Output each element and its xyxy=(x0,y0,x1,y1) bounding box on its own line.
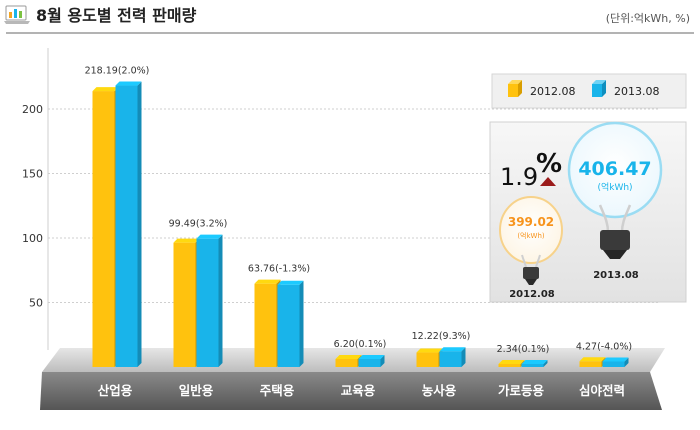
bar-side xyxy=(543,359,548,367)
data-label: 2.34(0.1%) xyxy=(497,344,550,355)
curr-total-value: 406.47 xyxy=(578,158,651,180)
lightbulb-2013-icon xyxy=(567,121,663,259)
chart-title: 8월 용도별 전력 판매량 xyxy=(36,6,197,25)
y-tick-label: 100 xyxy=(22,232,43,245)
bar-front xyxy=(92,91,115,367)
bar-top xyxy=(254,279,281,284)
data-label: 4.27(-4.0%) xyxy=(576,341,632,352)
lightbulb-2012-icon xyxy=(499,196,563,285)
y-tick-label: 50 xyxy=(29,297,43,310)
category-label: 교육용 xyxy=(341,383,376,398)
bar-top xyxy=(579,357,606,362)
category-label: 산업용 xyxy=(98,383,133,398)
y-tick-label: 200 xyxy=(22,103,43,116)
bar-front xyxy=(439,351,462,367)
bar-side xyxy=(380,355,385,367)
bar-side xyxy=(218,234,223,367)
category-label: 가로등용 xyxy=(498,383,545,398)
bar-2012.08-5 xyxy=(498,359,525,367)
increase-arrow-icon xyxy=(540,177,556,186)
bar-front xyxy=(277,284,300,367)
bar-2013.08-1 xyxy=(196,234,223,367)
legend-label-2012: 2012.08 xyxy=(530,85,576,98)
legend: 2012.08 2013.08 xyxy=(491,73,687,109)
data-label: 12.22(9.3%) xyxy=(412,331,471,342)
bar-top xyxy=(521,359,548,364)
prev-total-unit: (억kWh) xyxy=(517,232,545,240)
bar-side xyxy=(624,357,629,367)
bar-front xyxy=(196,238,219,367)
legend-label-2013: 2013.08 xyxy=(614,85,660,98)
bar-top xyxy=(358,355,385,360)
bar-2013.08-2 xyxy=(277,280,304,367)
bar-2012.08-6 xyxy=(579,357,606,367)
bar-2013.08-5 xyxy=(521,359,548,367)
change-value: 1.9 xyxy=(500,163,538,191)
bar-front xyxy=(254,283,277,367)
summary-panel: 1.9 % 399.02 (억kWh) 2012.08 406.47 (억kWh… xyxy=(489,121,687,303)
data-label: 63.76(-1.3%) xyxy=(248,264,310,275)
bar-top xyxy=(416,348,443,353)
bar-front xyxy=(579,361,602,367)
chart-icon xyxy=(4,5,30,24)
legend-swatch-2012 xyxy=(508,80,522,97)
bar-top xyxy=(92,87,119,92)
data-label: 6.20(0.1%) xyxy=(334,339,387,350)
bar-top xyxy=(439,347,466,352)
bar-top xyxy=(335,355,362,360)
data-labels: 218.19(2.0%) 99.49(3.2%) 63.76(-1.3%) 6.20(… xyxy=(85,66,632,355)
category-label: 일반용 xyxy=(179,383,214,398)
bar-2013.08-6 xyxy=(602,357,629,367)
bar-front xyxy=(358,359,381,367)
bars xyxy=(92,81,629,367)
bar-top xyxy=(115,81,142,86)
prev-total-label: 2012.08 xyxy=(509,289,555,300)
unit-label: (단위:억kWh, %) xyxy=(606,12,690,25)
bar-front xyxy=(416,352,439,367)
bar-front xyxy=(173,242,196,367)
bar-front xyxy=(521,363,544,367)
category-label: 주택용 xyxy=(260,383,295,398)
bar-front xyxy=(602,361,625,367)
y-tick-label: 150 xyxy=(22,168,43,181)
bar-top xyxy=(277,280,304,285)
bar-2012.08-4 xyxy=(416,348,443,367)
bar-2013.08-3 xyxy=(358,355,385,367)
bar-top xyxy=(498,359,525,364)
prev-total-value: 399.02 xyxy=(508,215,554,229)
y-axis-ticks: 50 100 150 200 xyxy=(22,103,43,310)
legend-swatch-2013 xyxy=(592,80,606,97)
curr-total-unit: (억kWh) xyxy=(597,181,632,193)
data-label: 218.19(2.0%) xyxy=(85,66,150,77)
bar-2013.08-4 xyxy=(439,347,466,367)
category-base xyxy=(40,372,662,410)
bar-front xyxy=(498,363,521,367)
legend-box xyxy=(491,73,687,109)
change-percent-sign: % xyxy=(536,149,562,179)
bar-2013.08-0 xyxy=(115,81,142,367)
bar-side xyxy=(461,347,466,367)
bar-side xyxy=(299,280,304,367)
bar-top xyxy=(602,357,629,362)
curr-total-label: 2013.08 xyxy=(593,270,639,281)
header: 8월 용도별 전력 판매량 (단위:억kWh, %) xyxy=(4,5,694,34)
bar-2012.08-0 xyxy=(92,87,119,367)
category-labels: 산업용 일반용 주택용 교육용 농사용 가로등용 심야전력 xyxy=(98,383,625,398)
bar-side xyxy=(137,81,142,367)
bar-front xyxy=(115,85,138,367)
category-label: 농사용 xyxy=(422,383,457,398)
bar-front xyxy=(335,359,358,367)
bar-2012.08-3 xyxy=(335,355,362,367)
bar-top xyxy=(196,234,223,239)
data-label: 99.49(3.2%) xyxy=(169,219,228,230)
bar-top xyxy=(173,238,200,243)
category-label: 심야전력 xyxy=(579,383,625,398)
bar-2012.08-2 xyxy=(254,279,281,367)
bar-2012.08-1 xyxy=(173,238,200,367)
